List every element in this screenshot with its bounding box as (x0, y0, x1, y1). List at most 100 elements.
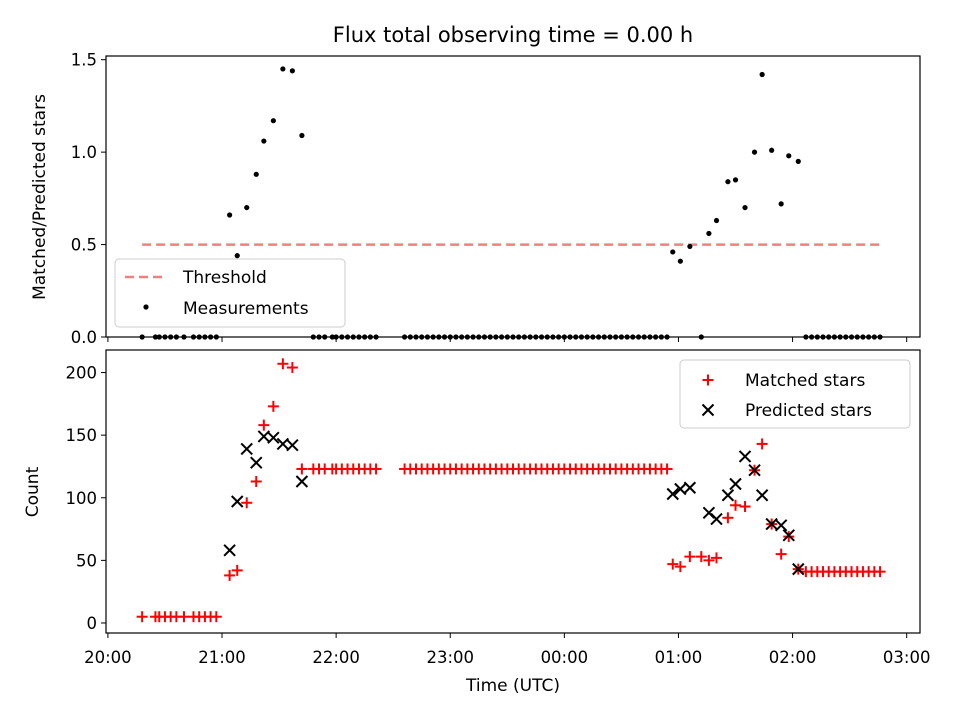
measurement-point (687, 243, 693, 250)
predicted-point (755, 489, 769, 502)
ratio-panel: 0.0 0.5 1.0 1.5 Matched/Predicted stars Thr… (30, 51, 921, 347)
measurement-point (270, 118, 276, 124)
predicted-point (231, 495, 244, 508)
measurement-point (244, 204, 250, 211)
chart-title: Flux total observing time = 0.00 h (333, 23, 693, 47)
x-tick-label: 01:00 (655, 648, 703, 667)
ratio-y-tick-label: 0.5 (71, 236, 97, 255)
count-y-tick-label: 150 (66, 426, 98, 445)
predicted-point (721, 489, 735, 502)
x-tick-label: 23:00 (426, 648, 474, 667)
predicted-point (666, 487, 679, 501)
predicted-point (223, 544, 236, 557)
matched-point (241, 497, 253, 509)
matched-point (231, 564, 243, 576)
ratio-axes-frame (105, 55, 921, 338)
predicted-point (738, 450, 752, 463)
predicted-point (295, 475, 309, 488)
predicted-point (250, 456, 263, 469)
count-y-axis-label: Count (23, 466, 43, 517)
ratio-legend: Threshold Measurements (114, 258, 346, 328)
ratio-y-tick-label: 0.0 (71, 328, 97, 347)
matched-point (136, 611, 148, 623)
matched-point (370, 463, 382, 475)
predicted-point (240, 442, 253, 456)
count-legend-box (679, 359, 911, 429)
measurement-point (706, 230, 712, 237)
x-tick-label: 00:00 (541, 648, 589, 667)
measurement-point (795, 158, 801, 164)
matched-point (250, 475, 262, 487)
predicted-point (286, 438, 299, 452)
ratio-plot-area (139, 66, 883, 340)
legend-matched-plus (702, 374, 714, 386)
measurement-point (261, 138, 267, 144)
predicted-point (683, 481, 697, 494)
measurement-point (769, 147, 775, 153)
predicted-point (792, 562, 805, 576)
predicted-point (782, 529, 795, 542)
measurement-point (759, 71, 765, 78)
count-panel: 0 50 100 150 200 20:00 21:00 22:00 23:00 00:00 01… (23, 349, 930, 696)
measurement-point (677, 258, 683, 264)
matched-point (695, 551, 707, 563)
legend-measurements-marker (143, 304, 149, 310)
legend-threshold-label: Threshold (182, 268, 267, 288)
count-axes-frame (105, 349, 921, 634)
ratio-y-axis-label: Matched/Predicted stars (30, 94, 50, 300)
measurement-point (299, 132, 305, 139)
matched-point (661, 463, 673, 475)
matched-point (730, 499, 742, 511)
measurement-point (725, 179, 731, 185)
count-y-tick-label: 100 (66, 489, 98, 508)
measurement-point (280, 66, 286, 72)
count-legend: Matched stars Predicted stars (679, 359, 911, 429)
matched-point (267, 400, 279, 412)
count-x-ticks: 20:00 21:00 22:00 23:00 00:00 01:00 02:00 03:00 (84, 633, 930, 667)
measurement-point (713, 217, 720, 224)
legend-matched-label: Matched stars (745, 371, 865, 391)
measurement-point (778, 201, 784, 207)
x-tick-label: 02:00 (769, 648, 817, 667)
legend-predicted-marker (701, 403, 715, 417)
x-tick-label: 22:00 (312, 648, 360, 667)
measurement-point (742, 204, 748, 211)
ratio-x-ticks (107, 337, 908, 342)
measurement-point (732, 177, 739, 183)
legend-predicted-label: Predicted stars (745, 401, 872, 421)
x-tick-label: 03:00 (883, 648, 931, 667)
legend-measurements-label: Measurements (183, 299, 309, 319)
matched-point (756, 438, 768, 450)
measurement-point (234, 253, 240, 259)
count-y-ticks: 0 50 100 150 200 (66, 364, 106, 633)
matched-point (286, 362, 298, 374)
matched-point (258, 419, 270, 431)
measurement-point (751, 149, 758, 155)
matched-point (296, 463, 308, 475)
matched-point (224, 569, 236, 581)
measurement-point (786, 153, 792, 159)
predicted-point (774, 519, 788, 532)
count-plot-area (136, 358, 886, 623)
ratio-y-ticks: 0.0 0.5 1.0 1.5 (71, 51, 106, 347)
predicted-point (267, 431, 280, 444)
matched-point (178, 611, 190, 623)
matched-point (739, 501, 751, 513)
ratio-y-tick-label: 1.0 (71, 143, 97, 162)
x-axis-label: Time (UTC) (465, 676, 560, 696)
x-tick-label: 20:00 (84, 648, 132, 667)
legend-predicted-x (701, 403, 715, 417)
ratio-legend-box (114, 258, 346, 328)
ratio-y-tick-label: 1.5 (71, 51, 97, 70)
matched-point (711, 552, 722, 564)
predicted-point (729, 477, 742, 491)
count-y-tick-label: 0 (87, 614, 98, 633)
matched-point (667, 558, 679, 570)
measurement-point (253, 171, 259, 177)
matched-point (874, 566, 886, 578)
matched-point (722, 512, 734, 524)
matched-point (210, 611, 222, 623)
matched-point (674, 561, 686, 573)
measurement-point (227, 212, 233, 218)
